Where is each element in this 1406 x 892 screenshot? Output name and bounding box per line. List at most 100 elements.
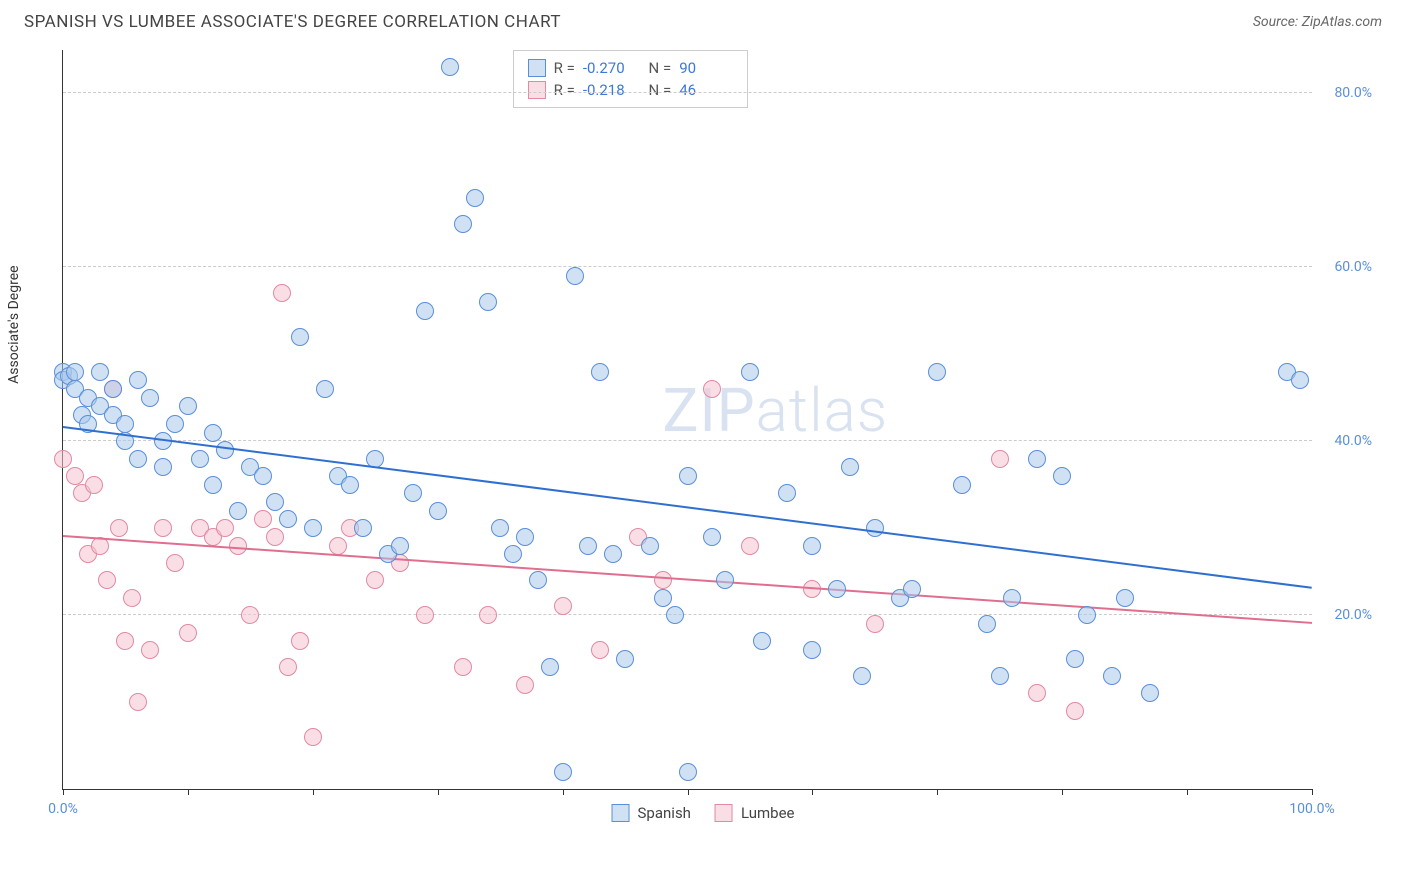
data-point-lumbee <box>66 467 84 485</box>
x-tick <box>937 789 938 795</box>
stat-n-spanish: 90 <box>679 59 733 77</box>
data-point-spanish <box>741 363 759 381</box>
data-point-spanish <box>803 537 821 555</box>
data-point-spanish <box>641 537 659 555</box>
data-point-lumbee <box>991 450 1009 468</box>
data-point-spanish <box>316 380 334 398</box>
data-point-spanish <box>304 519 322 537</box>
data-point-spanish <box>191 450 209 468</box>
chart-container: Associate's Degree ZIPatlas R = -0.270 N… <box>24 40 1382 830</box>
data-point-spanish <box>1053 467 1071 485</box>
x-tick <box>313 789 314 795</box>
data-point-lumbee <box>110 519 128 537</box>
data-point-spanish <box>679 467 697 485</box>
x-tick <box>563 789 564 795</box>
data-point-lumbee <box>141 641 159 659</box>
data-point-lumbee <box>98 571 116 589</box>
data-point-spanish <box>216 441 234 459</box>
data-point-lumbee <box>179 624 197 642</box>
data-point-lumbee <box>154 519 172 537</box>
data-point-lumbee <box>166 554 184 572</box>
data-point-lumbee <box>266 528 284 546</box>
data-point-lumbee <box>85 476 103 494</box>
data-point-spanish <box>141 389 159 407</box>
data-point-lumbee <box>866 615 884 633</box>
data-point-spanish <box>866 519 884 537</box>
bottom-legend: Spanish Lumbee <box>612 804 795 822</box>
data-point-spanish <box>1141 684 1159 702</box>
page-title: SPANISH VS LUMBEE ASSOCIATE'S DEGREE COR… <box>24 12 561 32</box>
data-point-spanish <box>828 580 846 598</box>
x-tick <box>1187 789 1188 795</box>
y-tick-label: 40.0% <box>1334 433 1372 449</box>
data-point-lumbee <box>129 693 147 711</box>
data-point-lumbee <box>654 571 672 589</box>
stats-legend-box: R = -0.270 N = 90 R = -0.218 N = 46 <box>513 50 749 108</box>
y-tick-label: 80.0% <box>1334 85 1372 101</box>
legend-item-lumbee: Lumbee <box>715 804 795 822</box>
data-point-spanish <box>666 606 684 624</box>
data-point-spanish <box>516 528 534 546</box>
data-point-spanish <box>1291 371 1309 389</box>
data-point-spanish <box>454 215 472 233</box>
x-tick <box>188 789 189 795</box>
data-point-spanish <box>179 397 197 415</box>
data-point-spanish <box>266 493 284 511</box>
stats-row-lumbee: R = -0.218 N = 46 <box>528 79 734 101</box>
watermark: ZIPatlas <box>663 375 889 446</box>
data-point-spanish <box>204 476 222 494</box>
data-point-spanish <box>504 545 522 563</box>
stat-r-label: R = <box>554 81 575 99</box>
data-point-spanish <box>991 667 1009 685</box>
data-point-spanish <box>204 424 222 442</box>
data-point-spanish <box>1116 589 1134 607</box>
data-point-lumbee <box>254 510 272 528</box>
swatch-spanish <box>612 804 630 822</box>
data-point-spanish <box>591 363 609 381</box>
data-point-lumbee <box>279 658 297 676</box>
data-point-spanish <box>91 363 109 381</box>
data-point-spanish <box>1028 450 1046 468</box>
data-point-spanish <box>541 658 559 676</box>
data-point-spanish <box>978 615 996 633</box>
data-point-spanish <box>853 667 871 685</box>
data-point-spanish <box>579 537 597 555</box>
x-tick-label: 0.0% <box>48 801 78 817</box>
stat-n-label: N = <box>645 59 671 77</box>
data-point-spanish <box>604 545 622 563</box>
data-point-lumbee <box>1066 702 1084 720</box>
swatch-lumbee <box>715 804 733 822</box>
data-point-spanish <box>341 476 359 494</box>
x-tick <box>438 789 439 795</box>
data-point-spanish <box>953 476 971 494</box>
data-point-spanish <box>703 528 721 546</box>
data-point-spanish <box>928 363 946 381</box>
data-point-spanish <box>129 450 147 468</box>
data-point-lumbee <box>54 450 72 468</box>
data-point-lumbee <box>1028 684 1046 702</box>
legend-label-lumbee: Lumbee <box>741 804 795 822</box>
data-point-spanish <box>716 571 734 589</box>
data-point-spanish <box>1003 589 1021 607</box>
data-point-lumbee <box>229 537 247 555</box>
data-point-spanish <box>1066 650 1084 668</box>
data-point-lumbee <box>123 589 141 607</box>
data-point-spanish <box>116 415 134 433</box>
data-point-spanish <box>391 537 409 555</box>
data-point-lumbee <box>116 632 134 650</box>
swatch-lumbee <box>528 81 546 99</box>
x-tick <box>1062 789 1063 795</box>
data-point-spanish <box>291 328 309 346</box>
trendline-spanish <box>63 426 1312 589</box>
stats-row-spanish: R = -0.270 N = 90 <box>528 57 734 79</box>
data-point-spanish <box>104 380 122 398</box>
gridline <box>63 440 1312 441</box>
y-tick-label: 60.0% <box>1334 259 1372 275</box>
data-point-spanish <box>466 189 484 207</box>
legend-label-spanish: Spanish <box>638 804 691 822</box>
y-axis-label: Associate's Degree <box>6 265 22 383</box>
x-tick <box>63 789 64 795</box>
y-tick-label: 20.0% <box>1334 607 1372 623</box>
data-point-lumbee <box>304 728 322 746</box>
data-point-spanish <box>479 293 497 311</box>
